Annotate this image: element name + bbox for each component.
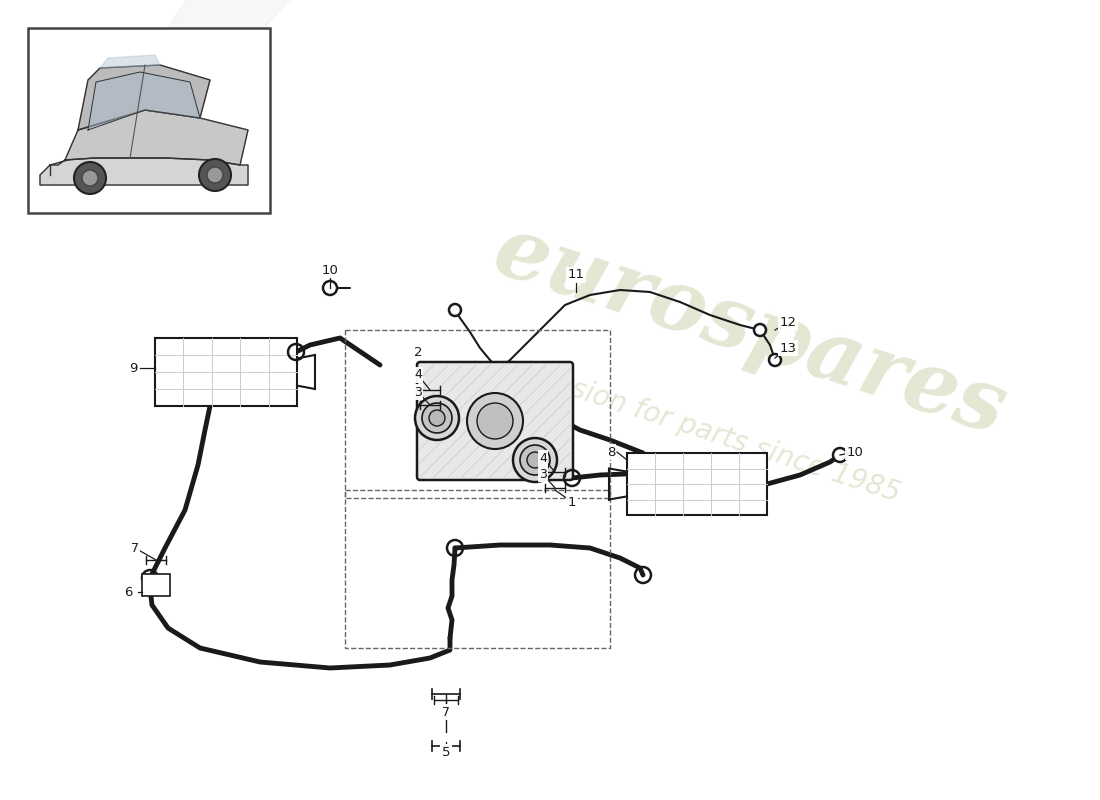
Text: 5: 5 [442,746,450,758]
Circle shape [769,354,781,366]
Text: 7: 7 [131,542,139,554]
Circle shape [449,304,461,316]
Text: 4: 4 [414,369,422,382]
Circle shape [415,396,459,440]
Bar [345,490,610,648]
Polygon shape [65,110,248,165]
Text: 2: 2 [414,346,422,358]
Text: 6: 6 [124,586,132,598]
Bar [142,574,170,596]
Circle shape [323,281,337,295]
Text: 12: 12 [780,317,796,330]
Circle shape [754,324,766,336]
Text: 8: 8 [606,446,615,458]
Circle shape [422,403,452,433]
Text: 11: 11 [568,269,584,282]
Circle shape [82,170,98,186]
Circle shape [74,162,106,194]
Text: 4: 4 [539,451,547,465]
Text: eurospares: eurospares [484,208,1016,452]
Circle shape [833,448,847,462]
Polygon shape [88,72,200,130]
Polygon shape [40,158,248,185]
Circle shape [429,410,446,426]
Text: 3: 3 [539,467,547,481]
Circle shape [513,438,557,482]
Polygon shape [100,55,160,68]
Bar [155,338,297,406]
Circle shape [199,159,231,191]
Text: 7: 7 [442,706,450,718]
Bar [345,330,610,498]
Text: 1: 1 [568,495,576,509]
Circle shape [207,167,223,183]
Circle shape [477,403,513,439]
Bar [627,453,767,515]
Bar [28,28,270,213]
Circle shape [468,393,522,449]
FancyBboxPatch shape [417,362,573,480]
Text: 9: 9 [130,362,138,374]
Text: 10: 10 [321,263,339,277]
Text: 13: 13 [780,342,796,354]
Circle shape [520,445,550,475]
Text: 10: 10 [847,446,864,458]
Circle shape [527,452,543,468]
Polygon shape [78,65,210,130]
Text: 3: 3 [414,386,422,398]
Text: a passion for parts since 1985: a passion for parts since 1985 [496,352,904,508]
Polygon shape [155,0,1100,139]
